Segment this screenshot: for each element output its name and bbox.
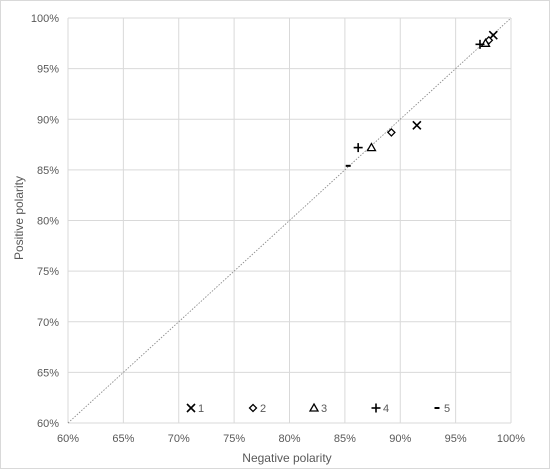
y-tick-label: 95% [37, 64, 59, 76]
x-tick-label: 65% [112, 433, 134, 445]
x-tick-label: 85% [334, 433, 356, 445]
legend-marker [371, 403, 381, 413]
legend-item-1: 1 [186, 403, 204, 415]
x-tick-label: 60% [57, 433, 79, 445]
y-tick-label: 100% [31, 13, 59, 25]
legend-marker [186, 403, 196, 413]
legend-item-4: 4 [371, 403, 389, 415]
marker-shape [308, 402, 320, 412]
x-tick-label: 90% [389, 433, 411, 445]
x-axis-title: Negative polarity [242, 451, 331, 465]
y-tick-label: 75% [37, 266, 59, 278]
legend-marker [308, 402, 320, 412]
x-tick-labels: 60% 65% 70% 75% 80% 85% 90% 95% 100% [57, 433, 525, 445]
legend-label: 3 [321, 403, 327, 415]
grid-lines [67, 17, 512, 424]
legend-item-3: 3 [308, 402, 327, 415]
legend-item-5: 5 [434, 403, 450, 415]
legend-item-2: 2 [248, 403, 266, 415]
y-tick-label: 60% [37, 418, 59, 430]
y-tick-label: 80% [37, 216, 59, 228]
marker-shape [386, 127, 396, 137]
x-tick-label: 95% [445, 433, 467, 445]
data-point-series-1 [412, 120, 422, 130]
legend-label: 2 [260, 403, 266, 415]
y-axis-title: Positive polarity [12, 176, 26, 260]
legend-marker [248, 403, 258, 413]
data-points [345, 30, 498, 167]
marker-stroke [412, 120, 422, 130]
x-tick-label: 70% [168, 433, 190, 445]
y-tick-label: 65% [37, 367, 59, 379]
marker-stroke [186, 403, 196, 413]
data-point-series-4 [475, 39, 485, 49]
legend-label: 5 [444, 403, 450, 415]
data-point-series-3 [366, 142, 377, 152]
legend: 1 2 3 4 5 [186, 402, 450, 415]
y-tick-labels: 60% 65% 70% 75% 80% 85% 90% 95% 100% [31, 13, 59, 430]
legend-label: 1 [198, 403, 204, 415]
reference-line-layer [67, 17, 512, 424]
y-tick-label: 85% [37, 165, 59, 177]
data-point-series-4 [353, 143, 363, 153]
legend-label: 4 [383, 403, 389, 415]
x-tick-label: 100% [497, 433, 525, 445]
y-tick-label: 70% [37, 317, 59, 329]
marker-shape [248, 403, 258, 413]
reference-line [67, 17, 512, 424]
data-point-series-2 [386, 127, 396, 137]
marker-shape [366, 142, 377, 152]
x-tick-label: 80% [278, 433, 300, 445]
y-tick-label: 90% [37, 114, 59, 126]
x-tick-label: 75% [223, 433, 245, 445]
